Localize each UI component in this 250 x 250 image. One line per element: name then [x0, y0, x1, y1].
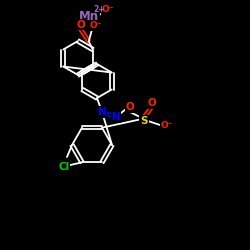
Text: O: O [76, 20, 85, 30]
Text: Cl: Cl [58, 162, 70, 172]
Text: N: N [112, 112, 120, 122]
Text: S: S [140, 116, 148, 126]
Text: O⁻: O⁻ [161, 120, 173, 130]
Text: O⁻: O⁻ [90, 21, 102, 30]
Text: 2+: 2+ [93, 6, 105, 15]
Text: O⁻: O⁻ [102, 6, 114, 15]
Text: Mn: Mn [79, 10, 99, 24]
Text: O: O [126, 102, 134, 112]
Text: O: O [148, 98, 156, 108]
Text: N: N [98, 107, 106, 117]
